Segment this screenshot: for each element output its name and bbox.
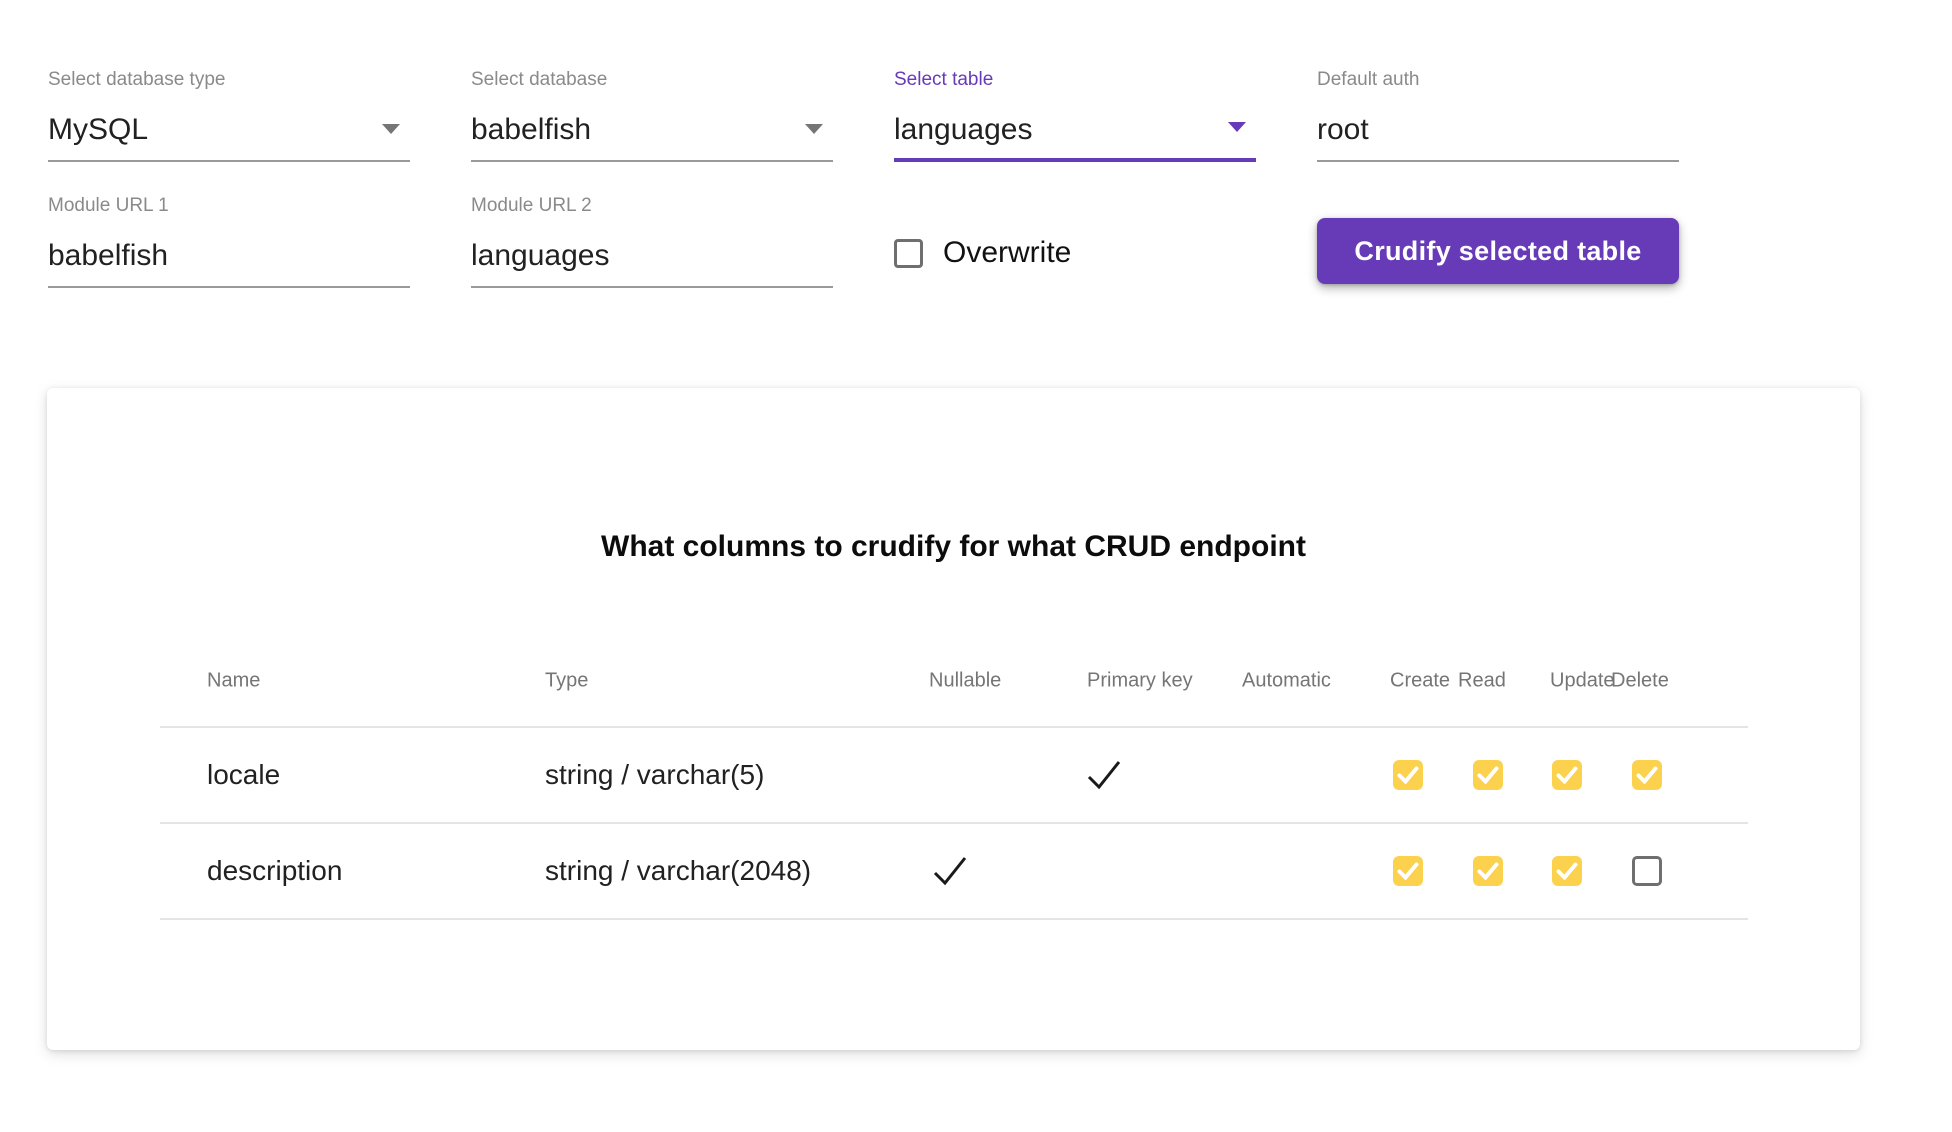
module-url-2-label: Module URL 2 — [471, 195, 592, 216]
module-url-1-input[interactable]: Module URL 1 babelfish — [48, 196, 410, 288]
table-label: Select table — [894, 69, 994, 90]
header-automatic: Automatic — [1242, 669, 1331, 692]
header-primary-key: Primary key — [1087, 669, 1193, 692]
database-type-value: MySQL — [48, 113, 149, 146]
header-create: Create — [1390, 669, 1451, 692]
column-type-cell: string / varchar(5) — [545, 759, 765, 790]
overwrite-label[interactable]: Overwrite — [943, 236, 1072, 269]
module-url-1-value: babelfish — [48, 239, 169, 272]
header-type: Type — [545, 669, 589, 692]
columns-table-body: locale string / varchar(5) description stri… — [160, 728, 1748, 920]
header-delete: Delete — [1611, 669, 1669, 692]
header-update: Update — [1550, 669, 1615, 692]
header-nullable: Nullable — [929, 669, 1002, 692]
default-auth-input[interactable]: Default auth root — [1317, 70, 1679, 162]
database-type-select[interactable]: Select database type MySQL — [48, 70, 410, 162]
database-type-label: Select database type — [48, 69, 226, 90]
columns-card: What columns to crudify for what CRUD en… — [47, 388, 1860, 1050]
crudify-form: Select database type MySQL Select databa… — [48, 70, 1679, 288]
read-checkbox[interactable] — [1473, 856, 1503, 886]
read-checkbox[interactable] — [1473, 760, 1503, 790]
table-value: languages — [894, 113, 1033, 146]
card-title: What columns to crudify for what CRUD en… — [601, 530, 1306, 563]
create-checkbox[interactable] — [1393, 856, 1423, 886]
header-read: Read — [1458, 669, 1506, 692]
delete-checkbox[interactable] — [1632, 760, 1662, 790]
checkbox-unchecked-icon[interactable] — [894, 238, 923, 268]
update-checkbox[interactable] — [1552, 760, 1582, 790]
column-name-cell: locale — [207, 759, 281, 790]
column-name-cell: description — [207, 855, 343, 886]
module-url-2-input[interactable]: Module URL 2 languages — [471, 196, 833, 288]
module-url-1-label: Module URL 1 — [48, 195, 169, 216]
chevron-down-icon — [1228, 122, 1246, 132]
default-auth-label: Default auth — [1317, 69, 1420, 90]
create-checkbox[interactable] — [1393, 760, 1423, 790]
table-row: description string / varchar(2048) — [160, 824, 1748, 920]
table-row: locale string / varchar(5) — [160, 728, 1748, 824]
update-checkbox[interactable] — [1552, 856, 1582, 886]
chevron-down-icon — [382, 124, 400, 134]
database-label: Select database — [471, 69, 608, 90]
header-name: Name — [207, 669, 261, 692]
database-value: babelfish — [471, 113, 592, 146]
columns-table: Name Type Nullable Primary key Automatic… — [160, 636, 1748, 920]
column-type-cell: string / varchar(2048) — [545, 855, 812, 886]
module-url-2-value: languages — [471, 239, 610, 272]
delete-checkbox[interactable] — [1632, 856, 1662, 886]
table-header-row: Name Type Nullable Primary key Automatic… — [160, 636, 1748, 728]
primary-key-checkmark-icon — [1080, 759, 1128, 791]
default-auth-value: root — [1317, 113, 1369, 146]
chevron-down-icon — [805, 124, 823, 134]
overwrite-checkbox[interactable]: Overwrite — [894, 236, 1256, 270]
nullable-checkmark-icon — [926, 855, 974, 887]
database-select[interactable]: Select database babelfish — [471, 70, 833, 162]
table-select[interactable]: Select table languages — [894, 70, 1256, 162]
crudify-selected-table-button[interactable]: Crudify selected table — [1317, 218, 1679, 284]
